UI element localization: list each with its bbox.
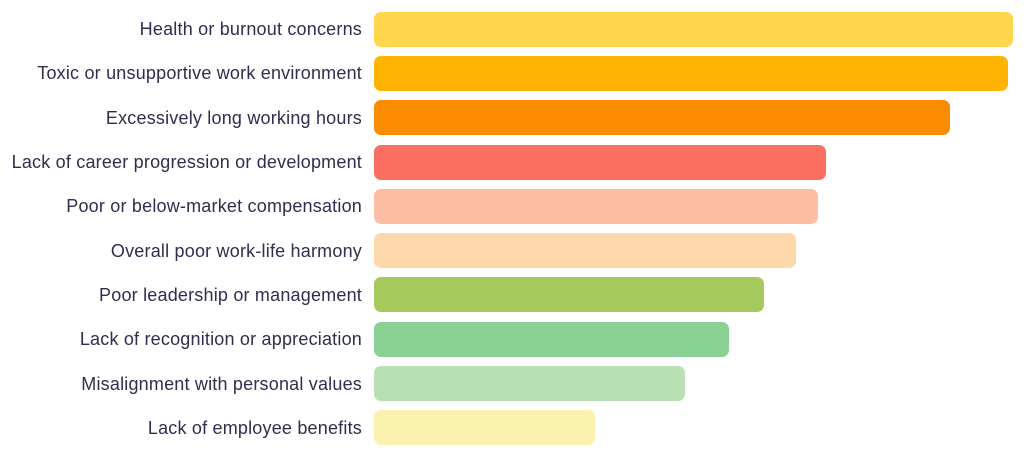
bar-lack-of-recognition-or-appreciation <box>374 321 730 357</box>
bar-overall-poor-work-life-harmony <box>374 233 796 269</box>
bar-track <box>374 321 1024 357</box>
bar-misalignment-with-personal-values <box>374 366 686 402</box>
bar-track <box>374 233 1024 269</box>
bar-track <box>374 11 1024 47</box>
bar-toxic-or-unsupportive-work-environment <box>374 55 1008 91</box>
category-label: Lack of recognition or appreciation <box>79 329 362 350</box>
bar-track <box>374 410 1024 446</box>
bar-lack-of-employee-benefits <box>374 410 596 446</box>
bar-lack-of-career-progression-or-development <box>374 144 827 180</box>
bar-row: Toxic or unsupportive work environment <box>0 51 1024 95</box>
category-label: Poor or below-market compensation <box>66 196 362 217</box>
bar-row: Poor or below-market compensation <box>0 184 1024 228</box>
bar-row: Lack of career progression or developmen… <box>0 140 1024 184</box>
bar-row: Excessively long working hours <box>0 96 1024 140</box>
category-label: Excessively long working hours <box>105 107 362 128</box>
bar-track <box>374 366 1024 402</box>
category-label: Health or burnout concerns <box>139 19 362 40</box>
bar-row: Overall poor work-life harmony <box>0 228 1024 272</box>
category-label: Misalignment with personal values <box>81 373 362 394</box>
bar-row: Health or burnout concerns <box>0 7 1024 51</box>
bar-track <box>374 100 1024 136</box>
category-label: Lack of career progression or developmen… <box>11 152 362 173</box>
bar-track <box>374 188 1024 224</box>
bar-row: Poor leadership or management <box>0 273 1024 317</box>
category-label: Toxic or unsupportive work environment <box>37 63 362 84</box>
bar-excessively-long-working-hours <box>374 100 950 136</box>
bar-poor-leadership-or-management <box>374 277 764 313</box>
category-label: Overall poor work-life harmony <box>110 240 362 261</box>
category-label: Poor leadership or management <box>99 284 362 305</box>
bar-row: Lack of recognition or appreciation <box>0 317 1024 361</box>
bar-row: Lack of employee benefits <box>0 406 1024 450</box>
category-label: Lack of employee benefits <box>147 417 362 438</box>
bar-health-or-burnout-concerns <box>374 11 1013 47</box>
bar-track <box>374 144 1024 180</box>
bar-track <box>374 55 1024 91</box>
bar-row: Misalignment with personal values <box>0 361 1024 405</box>
bar-poor-or-below-market-compensation <box>374 188 819 224</box>
bar-track <box>374 277 1024 313</box>
